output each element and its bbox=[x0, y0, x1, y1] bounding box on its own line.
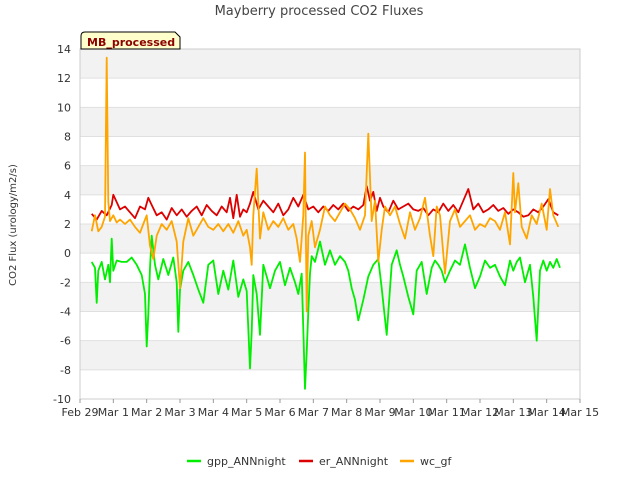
series-line-gpp_ANNnight bbox=[90, 234, 561, 390]
y-axis-ticks: -10 -8 -6 -4 -2 0 2 4 6 8 10 12 14 bbox=[53, 43, 71, 406]
x-tick-label: Mar 3 bbox=[164, 406, 195, 419]
y-tick-label: 6 bbox=[64, 160, 71, 173]
series-line-er_ANNnight bbox=[91, 185, 559, 221]
plot-band bbox=[80, 340, 580, 370]
y-tick-label: 14 bbox=[57, 43, 71, 56]
legend: gpp_ANNnight er_ANNnight wc_gf bbox=[187, 455, 453, 468]
x-tick-label: Mar 9 bbox=[364, 406, 395, 419]
x-tick-label: Mar 11 bbox=[428, 406, 466, 419]
source-badge-label: MB_processed bbox=[87, 36, 175, 49]
y-tick-label: -10 bbox=[53, 393, 71, 406]
x-tick-label: Mar 2 bbox=[131, 406, 162, 419]
y-tick-label: 10 bbox=[57, 101, 71, 114]
legend-label-wc_gf: wc_gf bbox=[420, 455, 453, 468]
y-tick-label: 12 bbox=[57, 72, 71, 85]
x-tick-label: Mar 7 bbox=[298, 406, 329, 419]
x-tick-label: Mar 6 bbox=[264, 406, 295, 419]
series-line-wc_gf bbox=[90, 56, 560, 313]
x-tick-label: Mar 10 bbox=[394, 406, 432, 419]
y-tick-label: 8 bbox=[64, 131, 71, 144]
x-tick-label: Mar 5 bbox=[231, 406, 262, 419]
y-tick-label: -4 bbox=[60, 306, 71, 319]
legend-label-gpp_ANNnight: gpp_ANNnight bbox=[207, 455, 286, 468]
plot-frame bbox=[79, 48, 581, 400]
source-badge: MB_processed bbox=[80, 31, 181, 50]
plot-band bbox=[80, 224, 580, 254]
source-badge-box bbox=[80, 31, 181, 50]
plot-band bbox=[80, 282, 580, 312]
plot-band bbox=[80, 165, 580, 195]
y-axis-label: CO2 Flux (urology/m2/s) bbox=[8, 164, 19, 286]
y-tick-label: -8 bbox=[60, 364, 71, 377]
y-tick-label: 2 bbox=[64, 218, 71, 231]
x-tick-label: Feb 29 bbox=[62, 406, 99, 419]
x-tick-label: Mar 8 bbox=[331, 406, 362, 419]
plot-background-bands bbox=[80, 49, 580, 370]
chart-title: Mayberry processed CO2 Fluxes bbox=[215, 4, 424, 19]
x-tick-label: Mar 14 bbox=[528, 406, 566, 419]
x-tick-label: Mar 12 bbox=[461, 406, 499, 419]
x-tick-label: Mar 13 bbox=[494, 406, 532, 419]
x-tick-label: Mar 4 bbox=[198, 406, 229, 419]
y-tick-label: -2 bbox=[60, 276, 71, 289]
x-tick-label: Mar 15 bbox=[561, 406, 599, 419]
x-axis-ticks: Feb 29 Mar 1 Mar 2 Mar 3 Mar 4 Mar 5 Mar 6 Mar … bbox=[62, 399, 599, 419]
x-tick-label: Mar 1 bbox=[98, 406, 129, 419]
plot-band bbox=[80, 107, 580, 137]
series-layer bbox=[90, 56, 561, 390]
y-tick-label: -6 bbox=[60, 335, 71, 348]
legend-label-er_ANNnight: er_ANNnight bbox=[319, 455, 389, 468]
y-tick-label: 4 bbox=[64, 189, 71, 202]
plot-band bbox=[80, 49, 580, 79]
y-tick-label: 0 bbox=[64, 247, 71, 260]
